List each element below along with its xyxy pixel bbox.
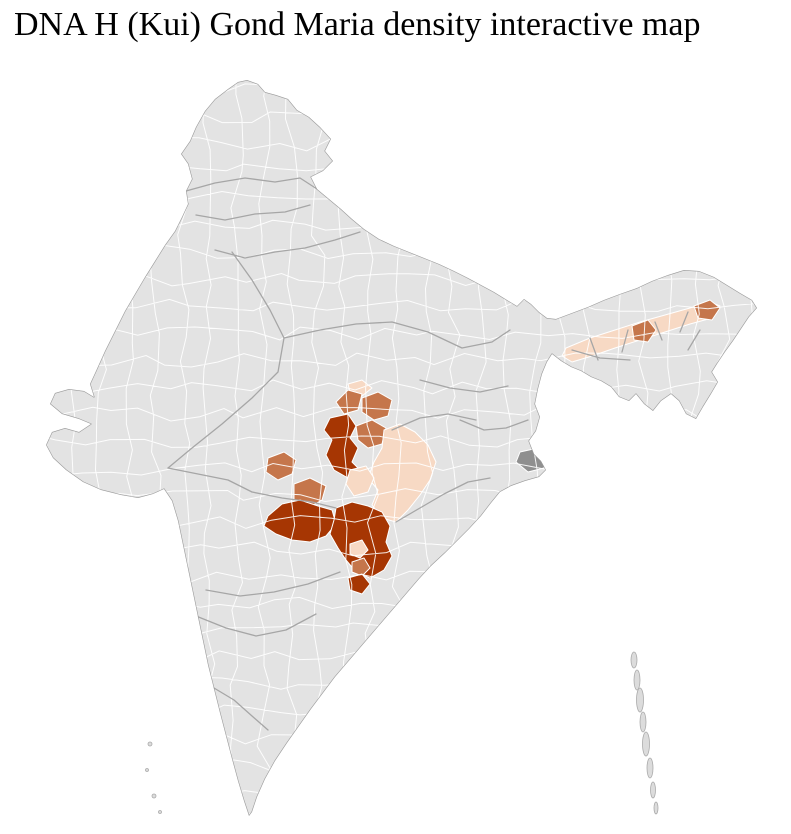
island[interactable] [646,757,654,779]
island[interactable] [151,793,157,799]
island[interactable] [636,687,644,713]
island[interactable] [639,711,647,733]
island[interactable] [145,768,149,772]
district-medium[interactable] [361,391,393,421]
lakshadweep-islands[interactable] [145,741,162,814]
island[interactable] [158,810,162,814]
district-medium[interactable] [351,557,371,577]
island[interactable] [650,781,656,799]
district-medium[interactable] [265,451,297,481]
island[interactable] [147,741,153,747]
island[interactable] [633,669,641,691]
island[interactable] [642,731,650,757]
district-low[interactable] [367,423,437,523]
island[interactable] [653,801,659,815]
page-title: DNA H (Kui) Gond Maria density interacti… [14,6,701,43]
district-low[interactable] [349,539,369,559]
andaman-nicobar-islands[interactable] [630,651,659,815]
island[interactable] [630,651,638,669]
district-medium[interactable] [693,299,721,321]
state-borders [167,177,701,731]
